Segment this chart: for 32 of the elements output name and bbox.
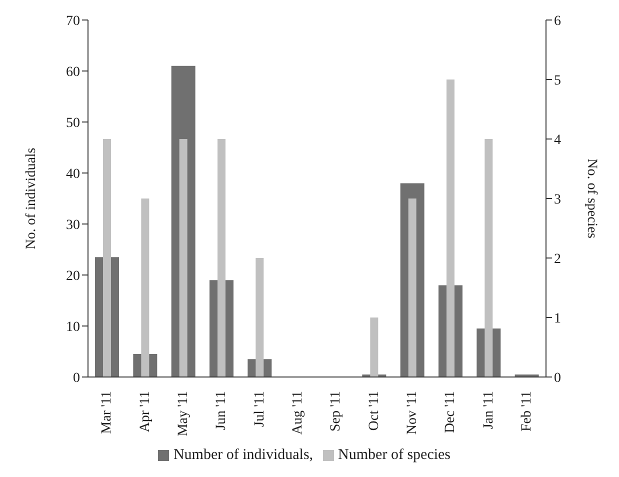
y-tick-label: 30 — [66, 218, 80, 233]
x-tick-label: Aug '11 — [290, 391, 306, 435]
legend-label: Number of species — [338, 447, 451, 463]
y-axis-title: No. of individuals — [24, 148, 39, 250]
y-tick-label: 70 — [66, 14, 80, 29]
y2-axis-title: No. of species — [584, 158, 600, 238]
x-tick-label: Apr '11 — [138, 391, 153, 432]
x-tick-label: Dec '11 — [443, 391, 458, 434]
x-tick-label: Jun '11 — [214, 391, 230, 430]
x-tick-label: Sep '11 — [328, 391, 344, 432]
legend-label: Number of individuals, — [173, 447, 314, 463]
y-tick-label: 60 — [66, 64, 80, 80]
x-tick-label: Jan '11 — [481, 391, 496, 430]
y-tick-label: 10 — [66, 320, 80, 335]
x-tick-label: Jul '11 — [252, 391, 268, 427]
x-tick-label: Nov '11 — [404, 391, 420, 435]
y-tick-label: 20 — [66, 268, 80, 284]
y2-tick-label: 3 — [554, 192, 561, 208]
x-tick-label: Feb '11 — [519, 391, 534, 432]
x-tick-label: Oct '11 — [366, 391, 382, 431]
y2-tick-label: 1 — [554, 311, 561, 326]
y2-tick-label: 4 — [554, 132, 561, 148]
y2-tick-label: 6 — [554, 14, 561, 29]
x-tick-label: Mar '11 — [100, 391, 115, 434]
y2-tick-label: 0 — [554, 370, 561, 386]
bar — [179, 139, 188, 377]
y2-tick-label: 5 — [554, 73, 561, 88]
y-tick-label: 50 — [66, 116, 80, 131]
y-tick-label: 40 — [66, 166, 80, 182]
y2-tick-label: 2 — [554, 252, 561, 267]
y-tick-label: 0 — [73, 370, 80, 386]
x-tick-label: May '11 — [176, 391, 191, 436]
